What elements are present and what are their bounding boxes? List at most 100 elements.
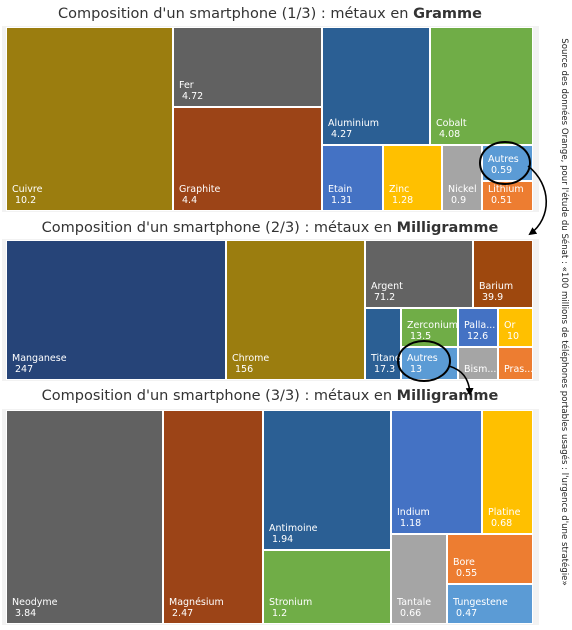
tile-value: 1.2: [272, 608, 288, 619]
tile-neodyme: Neodyme 3.84: [6, 410, 163, 624]
tile-name: Manganese: [12, 353, 67, 364]
tile-name: Cuivre: [12, 184, 43, 195]
tile-zerconium: Zerconium 13.5: [401, 308, 458, 347]
tile-barium: Barium 39.9: [473, 240, 533, 308]
tile-label: Argent 71.2: [371, 281, 403, 303]
tile-value: 13.5: [410, 331, 432, 342]
tile-label: Cuivre 10.2: [12, 184, 42, 206]
chart-1-title-prefix: Composition d'un smartphone (1/3) : méta…: [58, 6, 414, 22]
chart-2-title-unit: Milligramme: [396, 220, 499, 236]
chart-2-title: Composition d'un smartphone (2/3) : méta…: [0, 220, 540, 236]
tile-label: Palla... 12.6: [464, 320, 495, 342]
tile-value: 71.2: [374, 292, 396, 303]
tile-value: 3.84: [15, 608, 37, 619]
tile-name: Fer: [179, 80, 194, 91]
tile-value: 2.47: [172, 608, 194, 619]
tile-name: Lithium: [488, 184, 524, 195]
tile-name: Stronium: [269, 597, 313, 608]
tile-value: 0.9: [451, 195, 467, 206]
tile-name: Zerconium: [407, 320, 458, 331]
tile-label: Cobalt 4.08: [436, 118, 467, 140]
tile-palla: Palla... 12.6: [458, 308, 498, 347]
tile-name: Autres: [407, 353, 438, 364]
tile-label: Autres 0.59: [488, 154, 519, 176]
tile-name: Etain: [328, 184, 353, 195]
tile-label: Tungestene 0.47: [453, 597, 508, 619]
tile-titane: Titane 17.3: [365, 308, 401, 380]
source-note: Source des données Orange, pour l'étude …: [559, 38, 569, 586]
tile-name: Argent: [371, 281, 403, 292]
tile-name: Magnésium: [169, 597, 224, 608]
tile-pras: Pras...: [498, 347, 533, 380]
tile-name: Tungestene: [453, 597, 508, 608]
tile-platine: Platine 0.68: [482, 410, 533, 534]
tile-name: Antimoine: [269, 523, 318, 534]
tile-label: Neodyme 3.84: [12, 597, 58, 619]
tile-value: 0.51: [491, 195, 513, 206]
tile-aluminium: Aluminium 4.27: [322, 27, 430, 145]
tile-value: 1.31: [331, 195, 353, 206]
tile-label: Etain 1.31: [328, 184, 352, 206]
tile-lithium: Lithium 0.51: [482, 181, 533, 211]
tile-name: Barium: [479, 281, 514, 292]
tile-stronium: Stronium 1.2: [263, 550, 391, 624]
tile-label: Antimoine 1.94: [269, 523, 317, 545]
tile-name: Palla...: [464, 320, 496, 331]
tile-value: 0.59: [491, 165, 513, 176]
tile-autres: Autres 0.59: [482, 145, 533, 181]
tile-or: Or 10: [498, 308, 533, 347]
tile-value: 0.47: [456, 608, 478, 619]
tile-label: Zinc 1.28: [389, 184, 413, 206]
tile-value: 12.6: [467, 331, 489, 342]
chart-3-title-unit: Milligramme: [396, 388, 499, 404]
tile-value: 1.28: [392, 195, 414, 206]
tile-value: 4.27: [331, 129, 353, 140]
chart-1-title: Composition d'un smartphone (1/3) : méta…: [0, 6, 540, 22]
tile-label: Bism...: [464, 364, 496, 375]
tile-value: 4.72: [182, 91, 204, 102]
tile-label: Autres 13: [407, 353, 438, 375]
chart-1-title-unit: Gramme: [413, 6, 482, 22]
tile-argent: Argent 71.2: [365, 240, 473, 308]
tile-label: Aluminium 4.27: [328, 118, 379, 140]
tile-chrome: Chrome 156: [226, 240, 365, 380]
tile-label: Nickel 0.9: [448, 184, 477, 206]
tile-label: Tantale 0.66: [397, 597, 431, 619]
tile-etain: Etain 1.31: [322, 145, 383, 211]
tile-label: Titane 17.3: [371, 353, 401, 375]
tile-label: Stronium 1.2: [269, 597, 312, 619]
tile-indium: Indium 1.18: [391, 410, 482, 534]
tile-autres: Autres 13: [401, 347, 458, 380]
tile-label: Platine 0.68: [488, 507, 520, 529]
tile-label: Indium 1.18: [397, 507, 430, 529]
tile-name: Bore: [453, 557, 475, 568]
chart-2-title-prefix: Composition d'un smartphone (2/3) : méta…: [41, 220, 397, 236]
tile-value: 247: [15, 364, 34, 375]
tile-bism: Bism...: [458, 347, 498, 380]
tile-bore: Bore 0.55: [447, 534, 533, 584]
tile-name: Nickel: [448, 184, 477, 195]
tile-value: 1.18: [400, 518, 422, 529]
tile-name: Neodyme: [12, 597, 58, 608]
chart-3-title: Composition d'un smartphone (3/3) : méta…: [0, 388, 540, 404]
tile-tungestene: Tungestene 0.47: [447, 584, 533, 624]
tile-graphite: Graphite 4.4: [173, 107, 322, 211]
tile-label: Lithium 0.51: [488, 184, 524, 206]
tile-value: 0.68: [491, 518, 513, 529]
tile-cuivre: Cuivre 10.2: [6, 27, 173, 211]
tile-label: Pras...: [504, 364, 532, 375]
tile-label: Chrome 156: [232, 353, 269, 375]
tile-name: Titane: [371, 353, 401, 364]
tile-name: Aluminium: [328, 118, 379, 129]
tile-zinc: Zinc 1.28: [383, 145, 442, 211]
tile-label: Bore 0.55: [453, 557, 477, 579]
tile-label: Barium 39.9: [479, 281, 513, 303]
tile-value: 4.4: [182, 195, 198, 206]
tile-tantale: Tantale 0.66: [391, 534, 447, 624]
tile-value: 0.66: [400, 608, 422, 619]
chart-3-title-prefix: Composition d'un smartphone (3/3) : méta…: [41, 388, 397, 404]
tile-value: 39.9: [482, 292, 504, 303]
tile-value: 156: [235, 364, 254, 375]
tile-magn-sium: Magnésium 2.47: [163, 410, 263, 624]
tile-label: Manganese 247: [12, 353, 67, 375]
